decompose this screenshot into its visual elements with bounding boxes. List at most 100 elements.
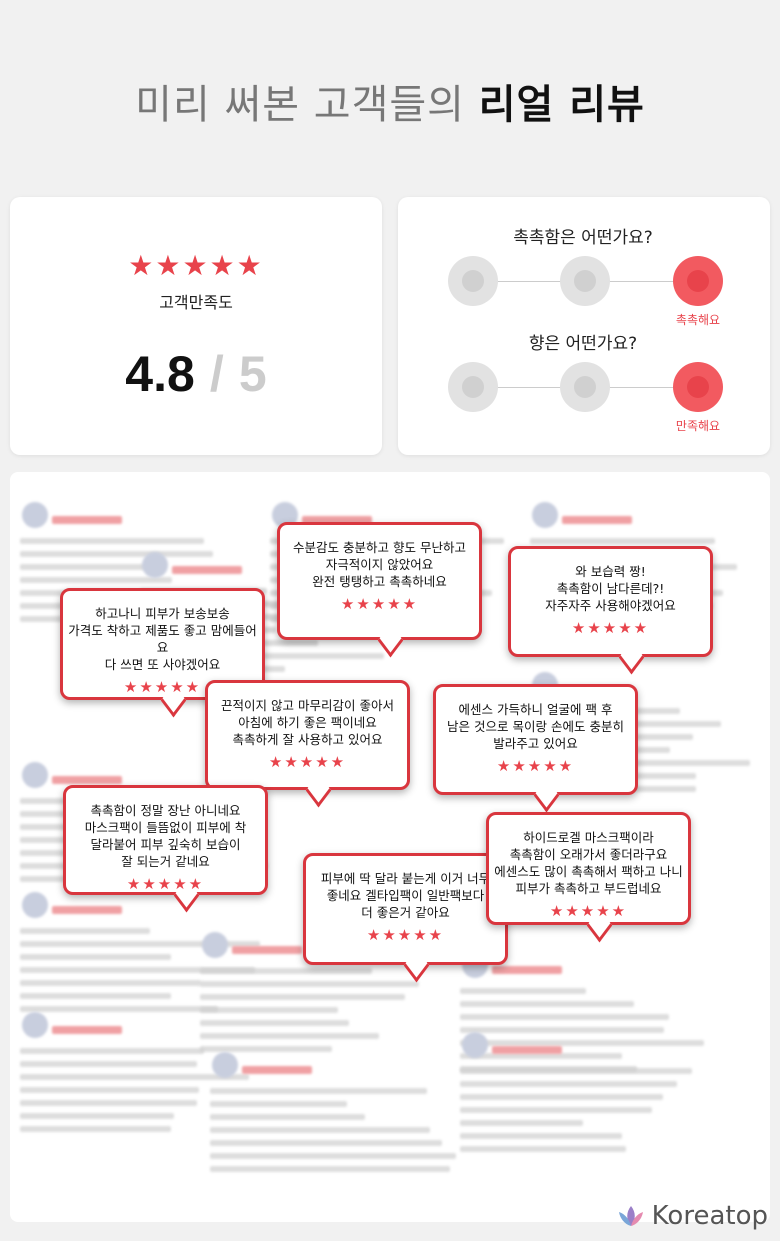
review-line: 가격도 착하고 제품도 좋고 맘에들어요: [68, 623, 257, 655]
blurred-text: [460, 1027, 665, 1033]
blurred-text: [210, 1114, 366, 1120]
review-line: 좋네요 겔타입팩이 일반팩보다: [326, 888, 485, 903]
blurred-text: [460, 1014, 669, 1020]
blurred-text: [200, 981, 419, 987]
survey-option: [560, 256, 610, 306]
page-title: 미리 써본 고객들의 리얼 리뷰: [0, 72, 780, 130]
review-line: 끈적이지 않고 마무리감이 좋아서: [221, 698, 394, 713]
blurred-stars: [242, 1066, 312, 1074]
blurred-text: [530, 538, 715, 544]
blurred-text: [460, 1068, 692, 1074]
review-bubble: 에센스 가득하니 얼굴에 팩 후 남은 것으로 목이랑 손에도 충분히 발라주고 있…: [433, 684, 638, 813]
blurred-avatar: [462, 1032, 488, 1058]
brand-name: Koreatop: [651, 1201, 768, 1231]
blurred-avatar: [22, 762, 48, 788]
review-line: 촉촉함이 오래가서 좋더라구요: [509, 847, 668, 862]
review-bubble: 촉촉함이 정말 장난 아니네요 마스크팩이 들뜸없이 피부에 착 달라붙어 피부 깊…: [63, 785, 268, 913]
survey-option: [448, 256, 498, 306]
blurred-avatar: [212, 1052, 238, 1078]
blurred-stars: [52, 1026, 122, 1034]
review-line: 하이드로겔 마스크팩이라: [523, 830, 654, 845]
blurred-text: [20, 564, 155, 570]
blurred-text: [20, 551, 213, 557]
blurred-text: [200, 994, 405, 1000]
bubble-tail: [305, 773, 332, 808]
blurred-text: [20, 1100, 198, 1106]
review-line: 발라주고 있어요: [493, 736, 578, 751]
blurred-text: [20, 1087, 199, 1093]
review-line: 잘 되는거 같네요: [121, 854, 210, 869]
blurred-text: [200, 1046, 332, 1052]
blurred-text: [210, 1153, 456, 1159]
review-bubble: 와 보습력 짱! 촉촉함이 남다른데?! 자주자주 사용해야겠어요 ★★★★★: [508, 546, 713, 675]
blurred-text: [20, 941, 261, 947]
blurred-text: [20, 980, 202, 986]
bubble-stars: ★★★★★: [340, 595, 419, 613]
bubble-stars: ★★★★★: [268, 753, 347, 771]
blurred-text: [530, 760, 751, 766]
blurred-text: [20, 993, 171, 999]
blurred-stars: [302, 516, 372, 524]
blurred-avatar: [22, 1012, 48, 1038]
logo-icon: [618, 1206, 643, 1226]
blurred-text: [20, 1126, 171, 1132]
blurred-text: [20, 1061, 198, 1067]
blurred-text: [460, 1107, 653, 1113]
blurred-text: [460, 1081, 678, 1087]
blurred-avatar: [532, 502, 558, 528]
review-line: 에센스도 많이 촉촉해서 팩하고 나니: [494, 864, 683, 879]
blurred-stars: [562, 516, 632, 524]
blurred-text: [20, 1113, 175, 1119]
blurred-stars: [52, 776, 122, 784]
review-line: 더 좋은거 같아요: [361, 905, 450, 920]
blurred-text: [20, 928, 151, 934]
blurred-text: [210, 1101, 348, 1107]
rating-max: 5: [238, 346, 267, 402]
bubble-stars: ★★★★★: [123, 678, 202, 696]
blurred-stars: [52, 906, 122, 914]
blurred-avatar: [142, 552, 168, 578]
survey-option: [560, 362, 610, 412]
review-line: 마스크팩이 들뜸없이 피부에 착: [84, 820, 247, 835]
blurred-text: [210, 1127, 430, 1133]
blurred-text: [460, 1053, 623, 1059]
blurred-text: [460, 1040, 705, 1046]
review-line: 피부에 딱 달라 붙는게 이거 너무: [320, 871, 491, 886]
review-line: 남은 것으로 목이랑 손에도 충분히: [447, 719, 624, 734]
survey-question: 촉촉함은 어떤가요?: [513, 228, 653, 248]
blurred-text: [200, 1007, 338, 1013]
bubble-stars: ★★★★★: [366, 926, 445, 944]
survey-answer: 촉촉해요: [675, 313, 721, 327]
blurred-text: [200, 1033, 379, 1039]
blurred-text: [20, 1074, 249, 1080]
blurred-text: [20, 1006, 219, 1012]
title-bold: 리얼 리뷰: [478, 82, 645, 128]
blurred-avatar: [202, 932, 228, 958]
survey-option: [448, 362, 498, 412]
rating-separator: /: [209, 346, 224, 402]
review-bubble: 끈적이지 않고 마무리감이 좋아서 아침에 하기 좋은 팩이네요 촉촉하게 잘 사용…: [205, 680, 410, 808]
bubble-stars: ★★★★★: [571, 619, 650, 637]
title-light: 미리 써본 고객들의: [135, 82, 465, 128]
review-line: 수분감도 충분하고 향도 무난하고: [293, 540, 466, 555]
blurred-stars: [492, 966, 562, 974]
blurred-stars: [492, 1046, 562, 1054]
blurred-text: [20, 1048, 205, 1054]
blurred-stars: [172, 566, 242, 574]
blurred-text: [210, 1166, 451, 1172]
bubble-tail: [533, 778, 560, 813]
review-line: 촉촉하게 잘 사용하고 있어요: [232, 732, 383, 747]
blurred-avatar: [22, 502, 48, 528]
bubble-stars: ★★★★★: [549, 902, 628, 920]
review-line: 달라붙어 피부 깊숙히 보습이: [90, 837, 241, 852]
bubble-stars: ★★★★★: [126, 875, 205, 893]
review-line: 피부가 촉촉하고 부드럽네요: [515, 881, 662, 896]
survey-card: 촉촉함은 어떤가요? 촉촉해요 향은 어떤가요? 만족해요: [398, 197, 770, 455]
blurred-text: [200, 968, 373, 974]
blurred-text: [460, 988, 587, 994]
rating-label: 고객만족도: [159, 293, 233, 312]
review-panel: 하고나니 피부가 보송보송 가격도 착하고 제품도 좋고 맘에들어요 다 쓰면 또 …: [10, 472, 770, 1222]
blurred-text: [210, 1140, 442, 1146]
